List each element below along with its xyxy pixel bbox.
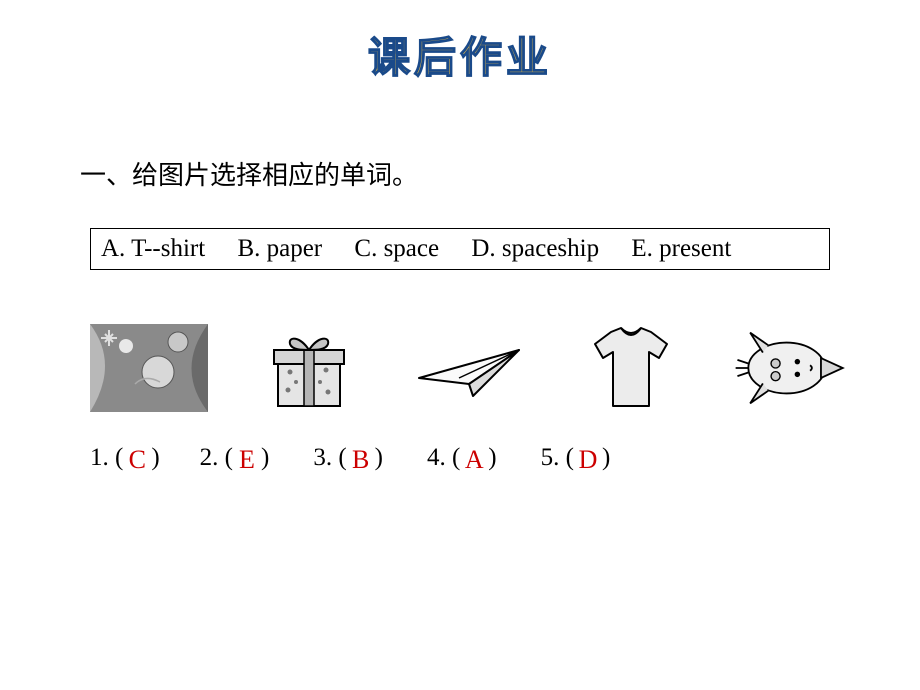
answer-4-close: ): [488, 444, 496, 472]
answer-1: 1. ( C ): [90, 442, 160, 472]
picture-row: [90, 318, 850, 418]
option-e: E. present: [631, 235, 731, 263]
answer-4-num: 4. (: [427, 444, 460, 472]
item-5: [732, 318, 850, 418]
item-1: [90, 318, 208, 418]
answer-5-close: ): [602, 444, 610, 472]
answer-row: 1. ( C ) 2. ( E ) 3. ( B ) 4. ( A ) 5. (…: [90, 442, 860, 472]
option-c: C. space: [354, 235, 439, 263]
answer-1-close: ): [151, 444, 159, 472]
option-b: B. paper: [237, 235, 322, 263]
option-a: A. T--shirt: [101, 235, 205, 263]
item-4: [572, 318, 690, 418]
tshirt-icon: [572, 318, 690, 418]
item-2: [251, 318, 369, 418]
answer-4-letter: A: [460, 445, 488, 475]
answer-3-num: 3. (: [313, 444, 346, 472]
answer-2: 2. ( E ): [200, 442, 270, 472]
paper-icon: [411, 318, 529, 418]
answer-1-num: 1. (: [90, 444, 123, 472]
answer-5: 5. ( D ): [541, 442, 611, 472]
answer-3-close: ): [375, 444, 383, 472]
item-3: [411, 318, 529, 418]
space-icon: [90, 318, 208, 418]
answer-2-close: ): [261, 444, 269, 472]
answer-3: 3. ( B ): [313, 442, 383, 472]
answer-3-letter: B: [347, 445, 375, 475]
answer-2-letter: E: [233, 445, 261, 475]
answer-1-letter: C: [123, 445, 151, 475]
word-options-box: A. T--shirt B. paper C. space D. spacesh…: [90, 228, 830, 270]
option-d: D. spaceship: [471, 235, 599, 263]
answer-2-num: 2. (: [200, 444, 233, 472]
answer-5-letter: D: [574, 445, 602, 475]
answer-4: 4. ( A ): [427, 442, 497, 472]
answer-5-num: 5. (: [541, 444, 574, 472]
spaceship-icon: [732, 318, 850, 418]
section-instruction: 一、给图片选择相应的单词。: [80, 155, 418, 192]
present-icon: [251, 318, 369, 418]
page-title: 课后作业: [0, 0, 920, 85]
